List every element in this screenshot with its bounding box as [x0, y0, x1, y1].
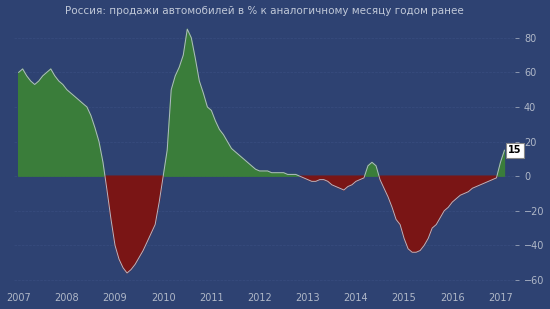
Title: Россия: продажи автомобилей в % к аналогичному месяцу годом ранее: Россия: продажи автомобилей в % к аналог…	[65, 6, 464, 15]
Text: 15: 15	[508, 145, 522, 155]
